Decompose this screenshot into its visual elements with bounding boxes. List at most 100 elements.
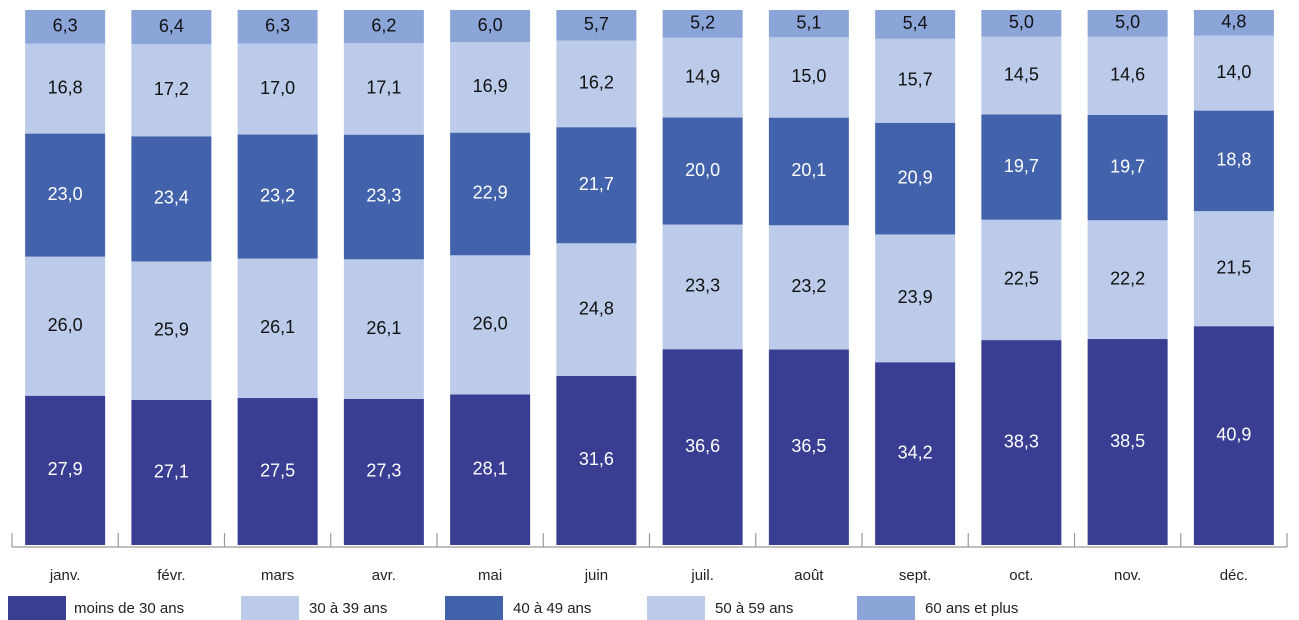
bar-segment-40-a-49-ans-avr [343,134,424,260]
data-label: 6,3 [53,16,78,36]
data-label: 27,1 [154,461,189,481]
data-label: 34,2 [898,442,933,462]
bar-segment-50-a-59-ans-fevr [131,44,212,137]
bar-segment-50-a-59-ans-nov [1087,36,1168,115]
data-label: 5,0 [1009,12,1034,32]
x-tick-label: juil. [690,567,714,584]
bar-segment-60-ans-et-plus-aout [768,10,849,38]
bar-segment-40-a-49-ans-janv [25,133,106,257]
data-label: 21,7 [579,174,614,194]
data-label: 17,0 [260,78,295,98]
bar-segment-50-a-59-ans-avr [343,43,424,135]
data-label: 6,2 [371,15,396,35]
data-label: 23,2 [791,276,826,296]
bar-segment-40-a-49-ans-nov [1087,114,1168,221]
data-label: 4,8 [1221,12,1246,32]
data-label: 25,9 [154,319,189,339]
bar-segment-30-a-39-ans-fevr [131,261,212,401]
bar-segment-60-ans-et-plus-fevr [131,10,212,45]
data-label: 17,2 [154,79,189,99]
x-tick-label: févr. [157,567,185,584]
bar-segment-30-a-39-ans-juil [662,224,743,350]
data-label: 26,1 [260,317,295,337]
bar-segment-30-a-39-ans-nov [1087,220,1168,340]
bar-segment-40-a-49-ans-mars [237,134,318,259]
bar-segment-moins-de-30-ans-nov [1087,339,1168,545]
data-label: 6,3 [265,16,290,36]
bar-segment-30-a-39-ans-mai [450,255,531,395]
data-label: 24,8 [579,298,614,318]
bar-segment-moins-de-30-ans-juil [662,349,743,545]
data-label: 23,0 [48,184,83,204]
bar-segment-moins-de-30-ans-mai [450,394,531,545]
bar-segment-moins-de-30-ans-oct [981,340,1062,545]
x-tick-label: oct. [1009,567,1033,584]
data-label: 5,7 [584,14,609,34]
bar-segment-60-ans-et-plus-oct [981,10,1062,37]
data-label: 15,7 [898,70,933,90]
data-label: 23,4 [154,188,189,208]
bar-segment-60-ans-et-plus-avr [343,10,424,44]
bar-segment-30-a-39-ans-aout [768,225,849,350]
bar-segment-moins-de-30-ans-dec [1193,326,1274,545]
data-label: 16,8 [48,77,83,97]
data-label: 5,1 [796,12,821,32]
legend-label-30-a-39-ans: 30 à 39 ans [309,600,387,617]
data-label: 31,6 [579,449,614,469]
bar-segment-40-a-49-ans-juil [662,117,743,225]
bar-segment-30-a-39-ans-mars [237,258,318,399]
bar-segment-60-ans-et-plus-juil [662,10,743,38]
x-tick-label: janv. [49,567,81,584]
bar-segment-50-a-59-ans-janv [25,43,106,134]
bar-segment-30-a-39-ans-juin [556,243,637,376]
data-label: 27,5 [260,460,295,480]
data-label: 5,0 [1115,12,1140,32]
data-label: 14,9 [685,66,720,86]
bar-segment-60-ans-et-plus-mai [450,10,531,43]
data-label: 23,2 [260,185,295,205]
data-label: 5,4 [903,13,928,33]
bar-segment-30-a-39-ans-janv [25,256,106,396]
data-label: 20,9 [898,167,933,187]
bar-segment-50-a-59-ans-juil [662,37,743,118]
legend-swatch-60-ans-et-plus [857,596,915,620]
x-tick-label: juin [584,567,608,584]
bar-segment-30-a-39-ans-oct [981,219,1062,341]
bar-segment-30-a-39-ans-sept [875,234,956,363]
bar-segment-50-a-59-ans-oct [981,36,1062,115]
data-label: 23,3 [685,276,720,296]
data-label: 14,5 [1004,64,1039,84]
bar-segment-50-a-59-ans-dec [1193,35,1274,111]
bar-segment-50-a-59-ans-mai [450,42,531,133]
data-label: 23,3 [366,186,401,206]
legend-swatch-40-a-49-ans [445,596,503,620]
data-label: 26,0 [48,315,83,335]
data-label: 40,9 [1216,424,1251,444]
data-label: 22,5 [1004,269,1039,289]
bar-segment-50-a-59-ans-sept [875,38,956,123]
x-tick-label: déc. [1220,567,1248,584]
data-label: 19,7 [1110,156,1145,176]
x-tick-label: nov. [1114,567,1141,584]
bar-segment-30-a-39-ans-avr [343,259,424,399]
legend-swatch-30-a-39-ans [241,596,299,620]
data-label: 19,7 [1004,156,1039,176]
legend-label-moins-de-30-ans: moins de 30 ans [74,600,184,617]
bar-segment-40-a-49-ans-fevr [131,136,212,262]
data-label: 14,6 [1110,65,1145,85]
data-label: 27,9 [48,459,83,479]
data-label: 20,1 [791,160,826,180]
bar-segment-60-ans-et-plus-nov [1087,10,1168,37]
x-axis: janv. févr. mars avr. mai juin juil. août sept. o… [11,533,1288,584]
bar-segment-60-ans-et-plus-juin [556,10,637,41]
bar-segment-60-ans-et-plus-mars [237,10,318,44]
data-label: 16,2 [579,73,614,93]
bar-segment-moins-de-30-ans-juin [556,375,637,545]
bar-segment-60-ans-et-plus-janv [25,10,106,44]
bar-segment-40-a-49-ans-sept [875,122,956,235]
data-label: 6,0 [478,15,503,35]
data-label: 27,3 [366,461,401,481]
bar-segment-60-ans-et-plus-dec [1193,10,1274,36]
x-tick-label: sept. [899,567,932,584]
bars-layer: 27,9 26,0 23,0 16,8 6,3 27,1 25,9 23,4 17,2 6,4 27… [25,10,1274,545]
